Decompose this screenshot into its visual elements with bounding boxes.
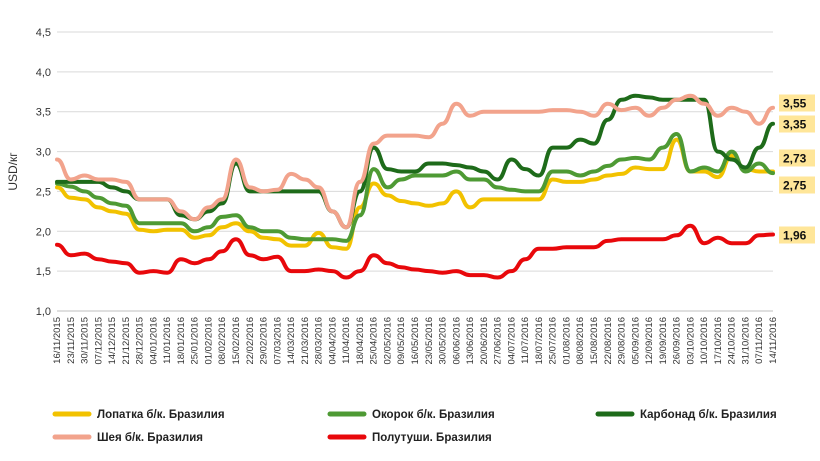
y-axis-label: USD/кг — [6, 152, 20, 191]
end-value-label: 1,96 — [783, 229, 807, 243]
legend-label: Лопатка б/к. Бразилия — [97, 409, 225, 421]
x-tick-label: 22/08/2016 — [603, 317, 614, 365]
x-tick-label: 18/07/2016 — [534, 317, 545, 365]
x-tick-label: 29/02/2016 — [259, 317, 270, 365]
end-value-label: 3,35 — [783, 118, 807, 132]
end-value-badge — [779, 115, 815, 133]
end-value-label: 2,73 — [783, 152, 807, 166]
x-tick-label: 14/11/2016 — [768, 317, 779, 364]
x-tick-label: 16/11/2015 — [52, 317, 63, 364]
x-tick-label: 23/11/2015 — [66, 317, 77, 364]
x-tick-label: 28/12/2015 — [135, 317, 146, 365]
y-tick-label: 3,0 — [36, 147, 51, 159]
legend-label: Карбонад б/к. Бразилия — [640, 409, 777, 421]
end-value-label: 3,55 — [783, 97, 807, 111]
end-value-badge — [779, 94, 815, 112]
series-line — [55, 93, 775, 230]
x-tick-label: 27/06/2016 — [493, 317, 504, 365]
x-tick-label: 11/04/2016 — [341, 317, 352, 364]
x-tick-label: 07/11/2016 — [754, 317, 765, 364]
x-tick-label: 11/01/2016 — [162, 317, 173, 364]
x-tick-label: 22/02/2016 — [245, 317, 256, 365]
x-tick-label: 08/08/2016 — [575, 317, 586, 365]
x-tick-label: 08/02/2016 — [217, 317, 228, 365]
x-tick-label: 25/04/2016 — [369, 317, 380, 365]
x-tick-label: 07/12/2015 — [93, 317, 104, 365]
end-value-badge — [779, 226, 815, 244]
series-line — [55, 93, 775, 230]
x-tick-label: 04/04/2016 — [327, 317, 338, 365]
end-value-badge — [779, 149, 815, 167]
x-tick-label: 03/10/2016 — [685, 317, 696, 365]
y-tick-label: 4,0 — [36, 67, 51, 79]
x-tick-label: 23/05/2016 — [424, 317, 435, 365]
legend-label: Окорок б/к. Бразилия — [372, 409, 495, 421]
series-line — [55, 137, 775, 251]
x-tick-label: 11/07/2016 — [520, 317, 531, 364]
y-tick-label: 2,5 — [36, 186, 51, 198]
x-tick-label: 25/07/2016 — [548, 317, 559, 365]
x-tick-label: 01/02/2016 — [203, 317, 214, 365]
x-tick-label: 25/01/2016 — [190, 317, 201, 365]
x-tick-label: 15/08/2016 — [589, 317, 600, 365]
x-tick-label: 13/06/2016 — [465, 317, 476, 365]
x-tick-label: 17/10/2016 — [713, 317, 724, 365]
x-tick-label: 12/09/2016 — [644, 317, 655, 365]
y-tick-label: 3,5 — [36, 107, 51, 119]
legend-label: Полутуши. Бразилия — [372, 432, 492, 444]
x-tick-label: 14/03/2016 — [286, 317, 297, 365]
x-tick-label: 02/05/2016 — [382, 317, 393, 365]
x-tick-label: 09/05/2016 — [396, 317, 407, 365]
x-tick-label: 31/10/2016 — [740, 317, 751, 365]
legend-label: Шея б/к. Бразилия — [97, 432, 203, 444]
x-tick-label: 18/04/2016 — [355, 317, 366, 365]
x-tick-label: 15/02/2016 — [231, 317, 242, 365]
x-tick-label: 29/08/2016 — [617, 317, 628, 365]
y-tick-label: 4,5 — [36, 27, 51, 39]
end-value-badge — [779, 176, 815, 194]
x-tick-label: 14/12/2015 — [107, 317, 118, 365]
x-tick-label: 30/05/2016 — [438, 317, 449, 365]
series-line — [55, 223, 775, 280]
x-tick-label: 01/08/2016 — [561, 317, 572, 365]
y-tick-label: 2,0 — [36, 226, 51, 238]
x-tick-label: 20/06/2016 — [479, 317, 490, 365]
x-tick-label: 24/10/2016 — [727, 317, 738, 365]
x-tick-label: 26/09/2016 — [672, 317, 683, 365]
y-tick-label: 1,0 — [36, 306, 51, 318]
x-tick-label: 05/09/2016 — [630, 317, 641, 365]
x-tick-label: 21/12/2015 — [121, 317, 132, 365]
x-tick-label: 16/05/2016 — [410, 317, 421, 365]
x-tick-label: 04/01/2016 — [148, 317, 159, 365]
x-tick-label: 19/09/2016 — [658, 317, 669, 365]
x-tick-label: 21/03/2016 — [300, 317, 311, 365]
x-tick-label: 06/06/2016 — [451, 317, 462, 365]
y-tick-label: 1,5 — [36, 266, 51, 278]
x-tick-label: 07/03/2016 — [272, 317, 283, 365]
series-line — [55, 132, 775, 243]
x-tick-label: 28/03/2016 — [314, 317, 325, 365]
x-tick-label: 10/10/2016 — [699, 317, 710, 365]
x-tick-label: 18/01/2016 — [176, 317, 187, 365]
end-value-label: 2,75 — [783, 179, 807, 193]
x-tick-label: 04/07/2016 — [506, 317, 517, 365]
x-tick-label: 30/11/2015 — [80, 317, 91, 364]
